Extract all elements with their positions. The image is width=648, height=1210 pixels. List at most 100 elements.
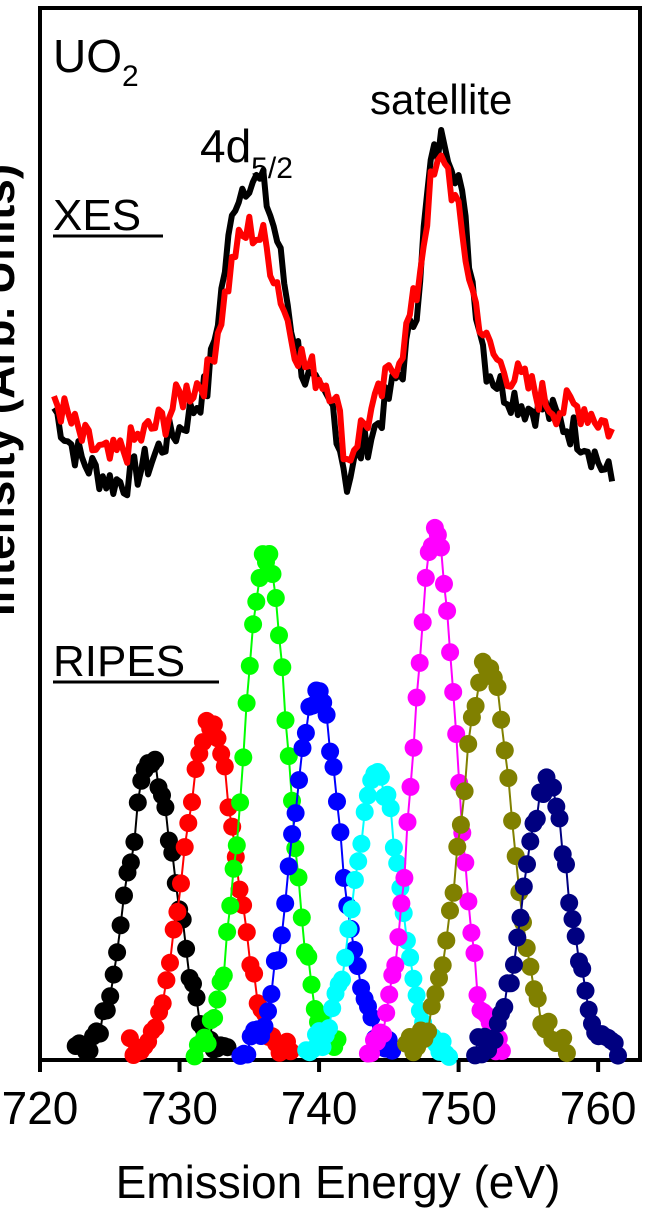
ripes-point bbox=[208, 990, 227, 1009]
sample-label-base: UO bbox=[53, 30, 122, 82]
ripes-point bbox=[362, 1008, 381, 1027]
ripes-point bbox=[426, 985, 445, 1003]
ripes-point bbox=[521, 957, 540, 976]
xes-layer bbox=[51, 127, 616, 499]
ripes-point bbox=[419, 1022, 438, 1041]
ripes-point bbox=[168, 902, 187, 921]
ripes-point bbox=[97, 1001, 116, 1020]
ripes-point bbox=[554, 1028, 573, 1047]
ripes-point bbox=[172, 874, 190, 893]
ripes-point bbox=[164, 920, 183, 939]
ripes-point bbox=[440, 1047, 459, 1066]
ripes-point bbox=[153, 994, 172, 1013]
ripes-point bbox=[451, 815, 470, 834]
ripes-point bbox=[262, 985, 281, 1003]
ripes-point bbox=[521, 832, 540, 851]
ripes-point bbox=[501, 974, 520, 993]
ripes-point bbox=[528, 989, 547, 1008]
ripes-point bbox=[125, 832, 144, 851]
ripes-point bbox=[488, 678, 507, 697]
ripes-point bbox=[384, 838, 403, 857]
ripes-point bbox=[444, 883, 463, 902]
ripes-point bbox=[281, 1042, 300, 1061]
ripes-point bbox=[416, 568, 435, 587]
ripes-point bbox=[266, 589, 285, 607]
ripes-point bbox=[283, 825, 302, 844]
ripes-point bbox=[230, 880, 249, 899]
ripes-point bbox=[231, 793, 250, 812]
x-tick-label: 750 bbox=[420, 1082, 497, 1134]
ripes-point bbox=[240, 656, 259, 675]
x-tick-label: 730 bbox=[141, 1082, 218, 1134]
ripes-point bbox=[161, 953, 179, 972]
ripes-point bbox=[184, 974, 202, 993]
ripes-point bbox=[293, 739, 312, 757]
ripes-point bbox=[383, 1041, 402, 1060]
ripes-point bbox=[276, 894, 295, 913]
peak-4d-label-base: 4d bbox=[200, 120, 251, 172]
ripes-point bbox=[388, 854, 407, 873]
ripes-point bbox=[128, 793, 147, 812]
ripes-point bbox=[407, 986, 426, 1005]
ripes-point bbox=[470, 673, 489, 692]
ripes-point bbox=[218, 1038, 237, 1057]
ripes-point bbox=[544, 778, 562, 797]
ripes-point bbox=[579, 1000, 598, 1019]
ripes-point bbox=[448, 837, 467, 856]
ripes-point bbox=[90, 1024, 109, 1043]
ripes-point bbox=[392, 894, 411, 913]
ripes-point bbox=[404, 738, 423, 757]
ripes-point bbox=[292, 908, 311, 927]
ripes-point bbox=[121, 853, 140, 872]
sample-label: UO2 bbox=[53, 30, 139, 93]
ripes-point bbox=[245, 964, 264, 983]
ripes-point bbox=[279, 857, 298, 876]
ripes-point bbox=[323, 999, 342, 1018]
ripes-point bbox=[272, 926, 291, 945]
ripes-point bbox=[413, 613, 432, 632]
ripes-point bbox=[205, 1009, 224, 1027]
ripes-point bbox=[187, 988, 206, 1007]
ripes-point bbox=[527, 809, 546, 828]
ripes-point bbox=[557, 1044, 576, 1063]
ripes-point bbox=[455, 782, 474, 801]
ripes-point bbox=[380, 985, 399, 1004]
x-axis-label: Emission Energy (eV) bbox=[116, 1156, 561, 1208]
ripes-point bbox=[238, 1045, 257, 1064]
ripes-point bbox=[227, 836, 246, 855]
ripes-point bbox=[186, 760, 205, 779]
ripes-point bbox=[499, 769, 518, 787]
ripes-point bbox=[444, 683, 463, 701]
ripes-point bbox=[410, 653, 429, 672]
ripes-point bbox=[221, 896, 240, 915]
ripes-point bbox=[609, 1046, 627, 1065]
ripes-point bbox=[401, 777, 420, 796]
ripes-point bbox=[215, 757, 234, 776]
ripes-point bbox=[437, 931, 456, 950]
ripes-point bbox=[381, 799, 400, 818]
ripes-point bbox=[459, 892, 478, 911]
ripes-point bbox=[456, 853, 475, 872]
ripes-point bbox=[459, 735, 478, 753]
ripes-point bbox=[80, 1041, 99, 1060]
ripes-point bbox=[290, 771, 308, 790]
ripes-point bbox=[321, 742, 340, 761]
ripes-point bbox=[495, 998, 514, 1016]
ripes-point bbox=[111, 916, 130, 935]
ripes-point bbox=[302, 975, 321, 994]
ripes-point bbox=[279, 747, 298, 766]
ripes-point bbox=[468, 986, 487, 1005]
ripes-point bbox=[505, 955, 523, 974]
ripes-point bbox=[495, 741, 514, 760]
ripes-point bbox=[270, 626, 288, 645]
ripes-point bbox=[263, 565, 282, 583]
ripes-point bbox=[234, 748, 253, 767]
ripes-point bbox=[339, 920, 358, 939]
ripes-point bbox=[296, 723, 315, 742]
ripes-point bbox=[333, 970, 351, 989]
ripes-point bbox=[237, 923, 256, 942]
ripes-point bbox=[259, 1002, 277, 1021]
ripes-point bbox=[247, 592, 266, 611]
ripes-point bbox=[511, 908, 530, 927]
sample-label-sub: 2 bbox=[122, 60, 139, 93]
